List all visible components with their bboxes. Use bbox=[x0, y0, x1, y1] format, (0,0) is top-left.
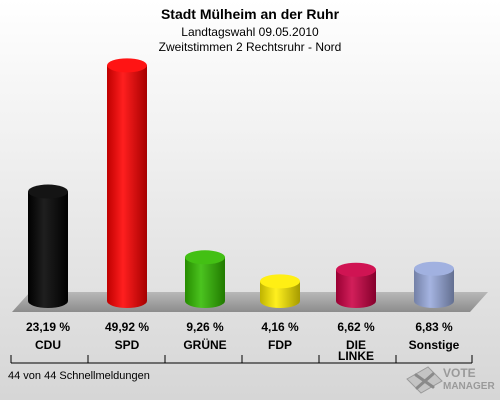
category-label: DIE LINKE bbox=[338, 338, 374, 363]
bar-spd bbox=[107, 58, 147, 309]
category-label: GRÜNE bbox=[183, 337, 226, 352]
value-label: 23,19 % bbox=[26, 320, 70, 334]
bar-body bbox=[414, 268, 454, 308]
bar-cap bbox=[260, 274, 300, 289]
bar-fdp bbox=[260, 274, 300, 308]
bar-body bbox=[336, 269, 376, 308]
category-label: CDU bbox=[35, 338, 61, 352]
value-label: 9,26 % bbox=[186, 320, 224, 334]
bar-body bbox=[185, 257, 225, 308]
footer-text: 44 von 44 Schnellmeldungen bbox=[8, 370, 150, 382]
bar-cdu bbox=[28, 184, 68, 308]
bar-cap bbox=[107, 58, 147, 73]
bar-cap bbox=[336, 262, 376, 277]
category-label: FDP bbox=[268, 338, 292, 352]
value-label: 6,83 % bbox=[415, 320, 453, 334]
bar-gr-ne bbox=[185, 250, 225, 308]
value-label: 49,92 % bbox=[105, 320, 149, 334]
category-label: Sonstige bbox=[409, 338, 460, 352]
bar-cap bbox=[185, 250, 225, 265]
category-axis: 23,19 % CDU 49,92 % SPD 9,26 % GRÜNE 4,16 % FDP… bbox=[10, 320, 473, 364]
bar-cap bbox=[28, 184, 68, 199]
value-label: 6,62 % bbox=[337, 320, 375, 334]
vote-manager-logo: VOTE MANAGER bbox=[406, 366, 495, 394]
bar-sonstige bbox=[414, 261, 454, 308]
bar-body bbox=[28, 191, 68, 308]
brand-line-2: MANAGER bbox=[443, 381, 495, 392]
chart-title: Stadt Mülheim an der Ruhr bbox=[161, 6, 340, 22]
bars-group bbox=[28, 58, 454, 309]
category-label: SPD bbox=[115, 338, 140, 352]
chart-subtitle: Landtagswahl 09.05.2010 bbox=[181, 25, 319, 39]
bar-cap bbox=[414, 261, 454, 276]
value-label: 4,16 % bbox=[261, 320, 299, 334]
bar-die-linke bbox=[336, 262, 376, 308]
brand-line-1: VOTE bbox=[443, 366, 476, 380]
chart-subtitle-2: Zweitstimmen 2 Rechtsruhr - Nord bbox=[159, 40, 342, 54]
bar-body bbox=[260, 281, 300, 308]
ballot-cross-icon bbox=[406, 366, 443, 394]
bar-body bbox=[107, 65, 147, 309]
